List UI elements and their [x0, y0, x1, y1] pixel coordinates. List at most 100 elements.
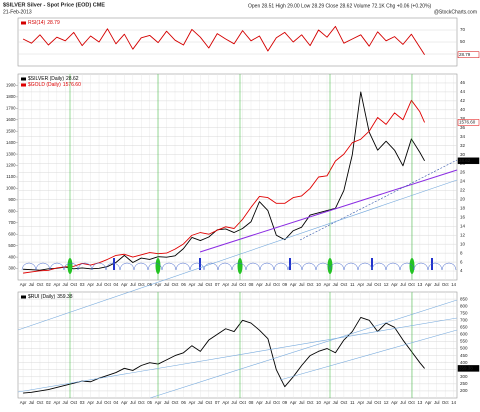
cycle-arc: [175, 262, 191, 271]
trend-line-dashed: [299, 159, 458, 241]
x-tick-label: Oct: [205, 282, 212, 287]
legend-value: 28.79: [47, 20, 60, 26]
x-tick-label: Apr: [155, 282, 162, 287]
x-tick-label: Jul: [63, 400, 69, 405]
price-tag-label: 28.79: [459, 52, 471, 57]
y2-tick-label: 600: [8, 231, 16, 236]
x-tick-label: Jul: [434, 282, 440, 287]
legend-entry: $GOLD (Daily) 1576.60: [28, 82, 81, 88]
x-tick-label: Oct: [273, 400, 280, 405]
y2-tick-label: 1500: [6, 128, 16, 133]
y-tick-label: 200: [460, 388, 468, 393]
x-tick-label: Jul: [63, 282, 69, 287]
x-tick-label: Jul: [265, 400, 271, 405]
y2-tick-label: 1100: [6, 174, 16, 179]
x-tick-label: Apr: [87, 282, 94, 287]
x-tick-label: Oct: [172, 282, 179, 287]
x-tick-label: 13: [417, 400, 422, 405]
y2-tick-label: 900: [8, 197, 16, 202]
cycle-arc: [329, 262, 345, 271]
x-tick-label: Jul: [130, 282, 136, 287]
y-tick-label: 300: [460, 374, 468, 379]
price-tag: [457, 119, 480, 126]
cycle-marker: [327, 258, 333, 274]
x-tick-label: Apr: [53, 282, 60, 287]
x-tick-label: Apr: [87, 400, 94, 405]
legend-entry: $RUI (Daily) 359.38: [28, 294, 73, 300]
cycle-arc: [77, 262, 93, 271]
x-tick-label: 12: [384, 282, 389, 287]
cycle-arc: [49, 262, 65, 271]
y2-tick-label: 1900: [6, 83, 16, 88]
y-tick-label: 40: [460, 107, 466, 112]
cycle-arc: [357, 262, 373, 271]
x-tick-label: Jul: [164, 400, 170, 405]
x-tick-label: 02: [46, 282, 51, 287]
y-tick-label: 500: [460, 346, 468, 351]
x-tick-label: Apr: [256, 400, 263, 405]
y-tick-label: 32: [460, 143, 466, 148]
cycle-arc: [91, 262, 107, 271]
legend-swatch: [21, 77, 26, 81]
x-tick-label: Jul: [299, 282, 305, 287]
legend-swatch: [21, 83, 26, 87]
x-tick-label: Apr: [391, 282, 398, 287]
x-tick-label: 10: [316, 282, 321, 287]
cycle-arc: [133, 262, 149, 271]
y-tick-label: 12: [460, 232, 466, 237]
cycle-arc: [105, 262, 121, 271]
x-tick-label: Jul: [333, 282, 339, 287]
y-tick-label: 46: [460, 80, 466, 85]
y-tick-label: 4: [460, 268, 463, 273]
x-tick-label: 11: [350, 282, 355, 287]
x-tick-label: Oct: [104, 400, 111, 405]
x-tick-label: Apr: [290, 400, 297, 405]
legend-entry: $SILVER (Daily) 28.62: [28, 76, 79, 82]
x-tick-label: Oct: [172, 400, 179, 405]
x-tick-label: Jul: [198, 400, 204, 405]
x-tick-label: 04: [114, 282, 119, 287]
y-tick-label: 24: [460, 179, 466, 184]
y-tick-label: 450: [460, 353, 468, 358]
cycle-arc: [231, 262, 247, 271]
price-tag: [457, 365, 480, 372]
x-tick-label: Jul: [29, 282, 35, 287]
x-tick-label: Apr: [425, 400, 432, 405]
cycle-marker: [409, 258, 415, 274]
x-tick-label: 07: [215, 282, 220, 287]
x-tick-label: 14: [451, 282, 456, 287]
price-tag: [457, 51, 480, 58]
x-tick-label: 03: [80, 400, 85, 405]
x-tick-label: Oct: [37, 400, 44, 405]
plot-frame: [17, 291, 458, 399]
cycle-arc: [259, 262, 275, 271]
chart-date: 21-Feb-2013: [3, 9, 32, 15]
x-tick-label: 14: [451, 400, 456, 405]
x-tick-label: Apr: [121, 282, 128, 287]
x-tick-label: Oct: [70, 282, 77, 287]
y-tick-label: 38: [460, 116, 466, 121]
cycle-marker: [155, 258, 161, 274]
y-tick-label: 16: [460, 214, 466, 219]
y-tick-label: 650: [460, 325, 468, 330]
x-tick-label: Jul: [333, 400, 339, 405]
legend-name: $GOLD (Daily): [28, 82, 61, 88]
channel-line: [17, 179, 458, 331]
channel-line: [17, 317, 458, 393]
y-tick-label: 44: [460, 89, 466, 94]
x-tick-label: Jul: [29, 400, 35, 405]
y2-tick-label: 500: [8, 243, 16, 248]
x-tick-label: Apr: [324, 282, 331, 287]
x-tick-label: 11: [350, 400, 355, 405]
legend-name: RSI(14): [28, 20, 46, 26]
x-tick-label: 10: [316, 400, 321, 405]
y-tick-label: 36: [460, 125, 466, 130]
price-tag: [457, 157, 480, 165]
x-tick-label: 07: [215, 400, 220, 405]
legend-entry: RSI(14) 28.79: [28, 20, 60, 26]
x-tick-label: Oct: [205, 400, 212, 405]
x-tick-label: Oct: [138, 400, 145, 405]
cycle-arc: [63, 262, 79, 271]
y-tick-label: 800: [460, 303, 468, 308]
y-tick-label: 34: [460, 134, 466, 139]
